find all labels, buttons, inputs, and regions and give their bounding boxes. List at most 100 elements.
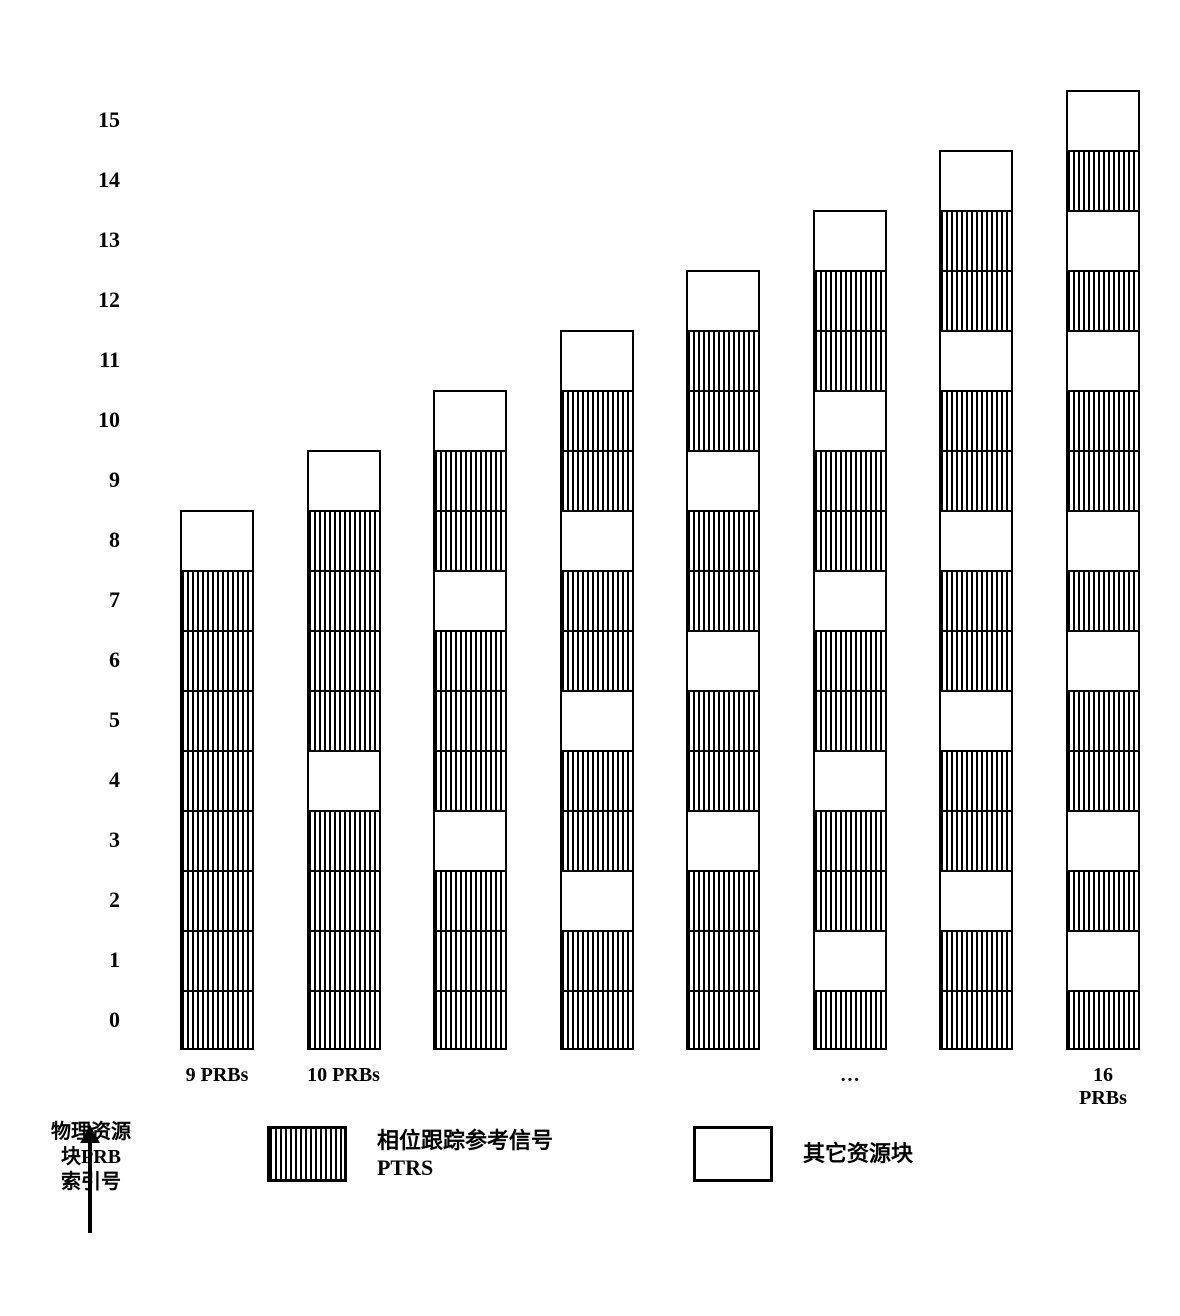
ptrs-cell [1066,870,1140,930]
other-cell [939,510,1013,570]
ptrs-cell [433,690,507,750]
ptrs-cell [939,390,1013,450]
y-tick-label: 2 [40,887,120,913]
ptrs-cell [939,270,1013,330]
y-tick-label: 9 [40,467,120,493]
other-cell [433,570,507,630]
y-axis-title: 物理资源 块PRB 索引号 [36,1120,146,1195]
ptrs-cell [560,930,634,990]
ptrs-cell [1066,750,1140,810]
legend-label: 其它资源块 [803,1140,913,1168]
ptrs-cell [939,750,1013,810]
other-cell [433,810,507,870]
legend-item: 相位跟踪参考信号PTRS [267,1126,553,1182]
ptrs-cell [939,630,1013,690]
ptrs-cell [686,990,760,1050]
ptrs-cell [180,750,254,810]
ptrs-cell [433,990,507,1050]
ptrs-cell [433,450,507,510]
ptrs-cell [180,630,254,690]
y-tick-label: 14 [40,167,120,193]
ptrs-cell [180,870,254,930]
ptrs-cell [939,570,1013,630]
column [686,270,760,1050]
other-cell [307,450,381,510]
ptrs-cell [813,630,887,690]
other-cell [686,810,760,870]
y-tick-label: 3 [40,827,120,853]
other-cell [813,750,887,810]
ptrs-cell [686,690,760,750]
other-cell [433,390,507,450]
y-tick-label: 15 [40,107,120,133]
other-cell [560,870,634,930]
legend-label: 相位跟踪参考信号PTRS [377,1127,553,1182]
y-tick-label: 10 [40,407,120,433]
x-axis-label: 16 PRBs [1079,1064,1127,1110]
other-cell [686,450,760,510]
other-cell [813,930,887,990]
other-cell [560,690,634,750]
other-cell [813,210,887,270]
x-axis-label: 10 PRBs [307,1064,380,1087]
other-cell [1066,930,1140,990]
ptrs-cell [433,870,507,930]
y-tick-label: 8 [40,527,120,553]
y-tick-label: 5 [40,707,120,733]
y-tick-label: 0 [40,1007,120,1033]
legend-item: 其它资源块 [693,1126,913,1182]
ptrs-cell [813,270,887,330]
other-cell [560,330,634,390]
ptrs-cell [686,570,760,630]
ptrs-cell [307,870,381,930]
y-tick-label: 7 [40,587,120,613]
ptrs-cell [433,930,507,990]
other-cell [686,270,760,330]
ptrs-cell [1066,390,1140,450]
ptrs-cell [813,870,887,930]
ptrs-cell [1066,690,1140,750]
y-tick-label: 1 [40,947,120,973]
ptrs-cell [686,510,760,570]
y-axis-title-line-3: 索引号 [61,1171,121,1193]
column [939,150,1013,1050]
legend: 相位跟踪参考信号PTRS 其它资源块 [40,1126,1140,1182]
other-cell [1066,630,1140,690]
ptrs-cell [1066,150,1140,210]
column [307,450,381,1050]
other-cell [939,690,1013,750]
ptrs-cell [939,810,1013,870]
other-cell [939,150,1013,210]
ptrs-cell [686,870,760,930]
y-tick-label: 6 [40,647,120,673]
ptrs-cell [560,390,634,450]
x-axis-label: 9 PRBs [186,1064,249,1087]
ptrs-cell [686,390,760,450]
ptrs-cell [180,810,254,870]
column [1066,90,1140,1050]
ptrs-cell [560,570,634,630]
ptrs-cell [939,930,1013,990]
ptrs-swatch [267,1126,347,1182]
other-cell [686,630,760,690]
ptrs-cell [560,450,634,510]
column [560,330,634,1050]
other-swatch [693,1126,773,1182]
ptrs-cell [560,750,634,810]
column [813,210,887,1050]
figure: 0123456789101112131415 9 PRBs10 PRBs…16 … [0,0,1180,1316]
column [433,390,507,1050]
ptrs-cell [813,510,887,570]
ptrs-cell [307,630,381,690]
ptrs-cell [1066,270,1140,330]
other-cell [1066,510,1140,570]
ptrs-cell [813,330,887,390]
ptrs-cell [1066,570,1140,630]
y-tick-label: 13 [40,227,120,253]
ptrs-cell [560,810,634,870]
other-cell [1066,90,1140,150]
ptrs-cell [939,450,1013,510]
ptrs-cell [686,330,760,390]
other-cell [939,870,1013,930]
other-cell [560,510,634,570]
